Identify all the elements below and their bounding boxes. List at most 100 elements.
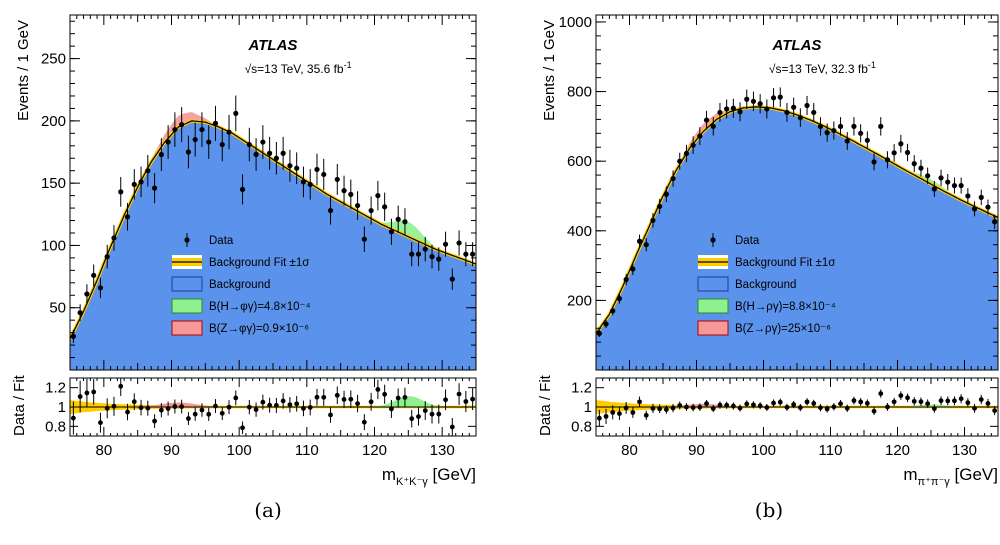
data-point bbox=[260, 125, 266, 159]
ratio-point bbox=[905, 393, 910, 403]
ratio-point bbox=[777, 398, 783, 406]
data-marker bbox=[670, 175, 676, 182]
ratio-marker bbox=[145, 405, 151, 411]
ratio-marker bbox=[838, 401, 843, 407]
data-marker bbox=[124, 214, 131, 220]
legend-swatch bbox=[171, 320, 203, 336]
x-tick-label: 90 bbox=[688, 442, 705, 459]
data-point bbox=[804, 95, 810, 116]
data-marker bbox=[965, 193, 971, 199]
legend-swatch bbox=[697, 320, 729, 336]
y-tick-label: 400 bbox=[567, 223, 592, 240]
data-marker bbox=[361, 236, 367, 242]
ratio-point bbox=[341, 390, 347, 409]
data-point bbox=[327, 196, 334, 225]
ratio-point bbox=[334, 386, 340, 405]
ratio-marker bbox=[771, 400, 776, 406]
ratio-marker bbox=[858, 399, 864, 405]
ratio-point bbox=[952, 396, 957, 406]
experiment-label: ATLAS bbox=[772, 37, 822, 54]
ratio-point bbox=[470, 388, 476, 410]
data-point bbox=[470, 242, 476, 267]
legend-item: Data bbox=[184, 233, 234, 247]
legend-label: Data bbox=[209, 235, 234, 247]
ratio-point bbox=[307, 399, 313, 416]
ratio-marker bbox=[341, 396, 347, 402]
ratio-marker bbox=[992, 408, 998, 414]
ratio-marker bbox=[321, 394, 327, 400]
ratio-marker bbox=[650, 405, 656, 411]
data-marker bbox=[104, 254, 110, 260]
data-marker bbox=[111, 235, 117, 241]
ratio-marker bbox=[864, 400, 870, 406]
ratio-marker bbox=[911, 398, 917, 404]
ratio-marker bbox=[240, 425, 245, 431]
ratio-marker bbox=[670, 405, 676, 411]
ratio-marker bbox=[395, 395, 401, 401]
data-marker bbox=[918, 165, 924, 171]
data-point bbox=[267, 136, 273, 170]
data-point bbox=[891, 144, 897, 162]
data-marker bbox=[884, 157, 891, 163]
ratio-point bbox=[751, 401, 756, 409]
ratio-point bbox=[831, 403, 837, 411]
ratio-marker bbox=[104, 405, 110, 411]
ratio-marker bbox=[294, 401, 300, 407]
data-marker bbox=[858, 130, 864, 136]
x-tick-label: 110 bbox=[295, 442, 319, 459]
ratio-marker bbox=[818, 405, 823, 411]
ratio-marker bbox=[199, 407, 205, 413]
ratio-point bbox=[226, 400, 232, 415]
ratio-point bbox=[804, 398, 810, 406]
ratio-marker bbox=[253, 407, 259, 412]
ratio-marker bbox=[610, 409, 616, 415]
ratio-point bbox=[314, 388, 320, 406]
ratio-marker bbox=[724, 402, 730, 408]
data-marker bbox=[804, 102, 810, 109]
data-marker bbox=[314, 166, 320, 173]
ratio-marker bbox=[138, 405, 144, 411]
data-marker bbox=[871, 159, 877, 165]
data-marker bbox=[878, 123, 884, 129]
ratio-marker bbox=[355, 401, 360, 406]
ratio-point bbox=[409, 409, 415, 428]
ratio-marker bbox=[797, 405, 803, 410]
ratio-point bbox=[697, 403, 703, 411]
data-point bbox=[811, 102, 817, 122]
data-marker bbox=[212, 120, 219, 126]
ratio-marker bbox=[152, 418, 157, 424]
x-tick-label: 130 bbox=[952, 442, 977, 459]
legend: Data Background Fit ±1σ Background B(H→φγ)=… bbox=[171, 233, 311, 336]
ratio-marker bbox=[273, 403, 279, 408]
data-point bbox=[409, 242, 415, 267]
data-marker bbox=[219, 141, 225, 148]
data-marker bbox=[911, 161, 917, 167]
ratio-marker bbox=[226, 404, 232, 410]
ratio-point bbox=[382, 384, 388, 404]
data-marker bbox=[643, 242, 649, 248]
data-marker bbox=[610, 308, 616, 314]
ratio-marker bbox=[416, 414, 421, 419]
ratio-marker bbox=[389, 406, 394, 412]
ratio-marker bbox=[375, 387, 381, 392]
ratio-point bbox=[91, 379, 97, 405]
ratio-marker bbox=[314, 394, 320, 400]
ratio-point bbox=[744, 400, 750, 408]
ratio-marker bbox=[684, 404, 689, 410]
ratio-point bbox=[429, 404, 435, 424]
data-marker bbox=[811, 109, 817, 116]
data-marker bbox=[777, 94, 783, 100]
ratio-point bbox=[301, 400, 306, 417]
data-marker bbox=[791, 104, 797, 110]
ratio-marker bbox=[931, 406, 937, 411]
data-point bbox=[958, 177, 964, 194]
ratio-point bbox=[925, 399, 931, 408]
ratio-marker bbox=[84, 390, 90, 396]
ratio-point bbox=[416, 407, 421, 426]
data-marker bbox=[904, 149, 911, 156]
ratio-marker bbox=[744, 401, 750, 407]
y-tick-label: 600 bbox=[567, 153, 592, 170]
data-marker bbox=[677, 158, 683, 164]
ratio-marker bbox=[630, 410, 636, 415]
